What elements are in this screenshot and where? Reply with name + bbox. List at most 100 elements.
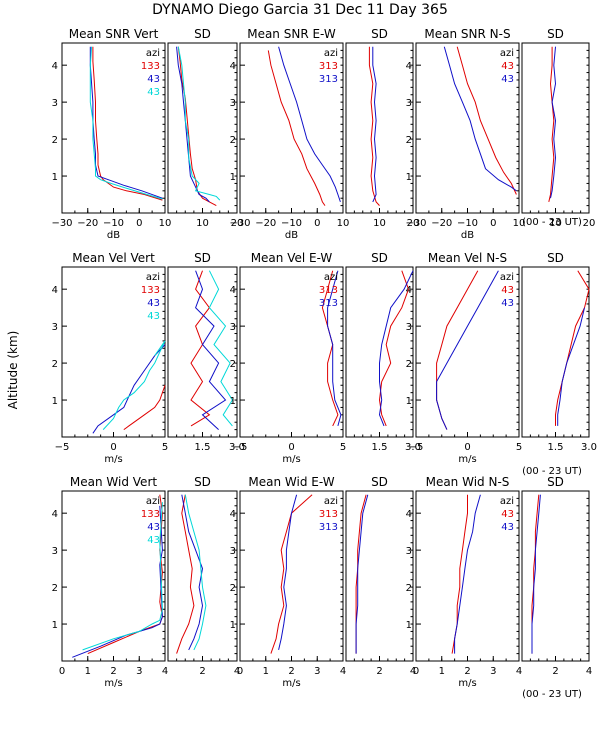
x-tick-label: 1.5 bbox=[548, 442, 564, 453]
series-line-cyan-3 bbox=[177, 46, 221, 201]
panel-2-3: Mean Vel E-W −5 0 5 1 2 3 4 m/s azi 313 313 bbox=[230, 251, 347, 465]
panel-title: SD bbox=[194, 27, 211, 41]
altitude-axis-label: Altitude (km) bbox=[6, 331, 20, 410]
x-axis-label: dB bbox=[461, 230, 474, 241]
x-tick-label: 2 bbox=[199, 666, 205, 677]
x-tick-label: 1.5 bbox=[195, 442, 211, 453]
legend-title: azi bbox=[500, 272, 514, 283]
series-line-blue-2 bbox=[436, 270, 499, 430]
panel-title: SD bbox=[547, 251, 564, 265]
series-line-red-1 bbox=[436, 270, 479, 430]
x-tick-label: 4 bbox=[340, 666, 346, 677]
series-line-blue-2 bbox=[531, 494, 541, 654]
panel-title: Mean Vel N-S bbox=[428, 251, 507, 265]
panel-1-5: Mean SNR N-S −30 −20 −10 0 10 1 2 3 4 dB azi 43 43 bbox=[405, 27, 525, 241]
panel-frame bbox=[345, 42, 414, 214]
panel-3-6: SD 2 4 bbox=[521, 475, 592, 677]
x-tick-label: 3.0 bbox=[581, 442, 597, 453]
panel-title: SD bbox=[371, 475, 388, 489]
series-line-blue-2 bbox=[195, 270, 227, 430]
x-axis-label: m/s bbox=[104, 678, 122, 689]
series-line-red-1 bbox=[270, 494, 313, 654]
series-line-cyan-3 bbox=[102, 340, 166, 430]
y-tick-label: 3 bbox=[406, 322, 412, 333]
panel-title: SD bbox=[371, 251, 388, 265]
x-tick-label: 3 bbox=[314, 666, 320, 677]
y-tick-label: 2 bbox=[230, 583, 236, 594]
legend-entry: 43 bbox=[147, 311, 160, 322]
y-tick-label: 1 bbox=[230, 172, 236, 183]
legend-entry: 313 bbox=[319, 509, 338, 520]
panel-2-2: SD 1.5 3.0 bbox=[167, 251, 245, 453]
y-tick-label: 2 bbox=[406, 135, 412, 146]
x-tick-label: 1 bbox=[263, 666, 269, 677]
y-tick-label: 3 bbox=[52, 546, 58, 557]
y-tick-label: 4 bbox=[230, 285, 236, 296]
legend-entry: 43 bbox=[147, 298, 160, 309]
x-tick-label: −10 bbox=[281, 218, 302, 229]
x-axis-label: dB bbox=[285, 230, 298, 241]
x-tick-label: 4 bbox=[234, 666, 240, 677]
x-tick-label: −20 bbox=[77, 218, 98, 229]
y-tick-label: 2 bbox=[52, 583, 58, 594]
y-tick-label: 4 bbox=[406, 509, 412, 520]
panel-title: Mean Vel E-W bbox=[251, 251, 333, 265]
x-tick-label: 2 bbox=[552, 666, 558, 677]
panel-3-1: Mean Wid Vert 0 1 2 3 4 1 2 3 4 m/s azi 133 43 43 bbox=[52, 475, 169, 689]
legend-title: azi bbox=[324, 48, 338, 59]
y-tick-label: 2 bbox=[230, 135, 236, 146]
series-line-blue-2 bbox=[454, 494, 481, 654]
legend-title: azi bbox=[500, 496, 514, 507]
series-line-red-1 bbox=[451, 494, 468, 654]
x-tick-label: 2 bbox=[288, 666, 294, 677]
series-line-red-1 bbox=[123, 385, 166, 431]
y-tick-label: 4 bbox=[230, 509, 236, 520]
series-line-blue-2 bbox=[278, 46, 341, 203]
x-tick-label: −20 bbox=[431, 218, 452, 229]
panel-1-6: SD 10 20 bbox=[521, 27, 595, 229]
x-tick-label: 10 bbox=[337, 218, 350, 229]
legend-entry: 43 bbox=[147, 535, 160, 546]
x-tick-label: −5 bbox=[55, 442, 70, 453]
series-line-red-1 bbox=[456, 46, 517, 195]
x-axis-label: m/s bbox=[104, 454, 122, 465]
x-tick-label: 4 bbox=[586, 666, 592, 677]
figure-title: DYNAMO Diego Garcia 31 Dec 11 Day 365 bbox=[152, 2, 448, 18]
legend-entry: 43 bbox=[147, 74, 160, 85]
x-tick-label: 10 bbox=[196, 218, 209, 229]
x-tick-label: 10 bbox=[513, 218, 526, 229]
series-line-blue-2 bbox=[443, 46, 517, 192]
panel-title: Mean SNR Vert bbox=[69, 27, 159, 41]
y-tick-label: 4 bbox=[52, 285, 58, 296]
panel-title: Mean SNR E-W bbox=[247, 27, 336, 41]
series-line-red-1 bbox=[176, 494, 195, 654]
legend-entry: 43 bbox=[147, 87, 160, 98]
series-line-blue-2 bbox=[355, 494, 369, 654]
panel-3-5: Mean Wid N-S 0 1 2 3 4 1 2 3 4 m/s azi 43 43 bbox=[406, 475, 523, 689]
series-line-blue-2 bbox=[92, 344, 166, 434]
panel-title: Mean Wid Vert bbox=[70, 475, 157, 489]
y-tick-label: 1 bbox=[230, 620, 236, 631]
x-tick-label: −30 bbox=[229, 218, 250, 229]
legend-entry: 313 bbox=[319, 61, 338, 72]
x-tick-label: 10 bbox=[159, 218, 172, 229]
legend-entry: 313 bbox=[319, 74, 338, 85]
x-tick-label: 0 bbox=[490, 218, 496, 229]
panel-3-4: SD 2 4 bbox=[345, 475, 416, 677]
y-tick-label: 4 bbox=[406, 285, 412, 296]
y-tick-label: 4 bbox=[52, 509, 58, 520]
series-line-red-1 bbox=[92, 46, 163, 201]
panel-1-1: Mean SNR Vert −30 −20 −10 0 10 1 2 3 4 dB azi 133 43 4… bbox=[51, 27, 171, 241]
y-tick-label: 3 bbox=[406, 98, 412, 109]
y-tick-label: 3 bbox=[52, 322, 58, 333]
y-tick-label: 3 bbox=[230, 546, 236, 557]
y-tick-label: 3 bbox=[230, 98, 236, 109]
series-line-blue-2 bbox=[378, 270, 414, 427]
legend-title: azi bbox=[324, 272, 338, 283]
series-line-blue-2 bbox=[372, 46, 377, 203]
series-line-red-1 bbox=[321, 270, 339, 427]
panel-title: Mean Wid N-S bbox=[426, 475, 510, 489]
y-tick-label: 4 bbox=[406, 61, 412, 72]
panel-title: SD bbox=[194, 251, 211, 265]
panel-title: SD bbox=[547, 27, 564, 41]
